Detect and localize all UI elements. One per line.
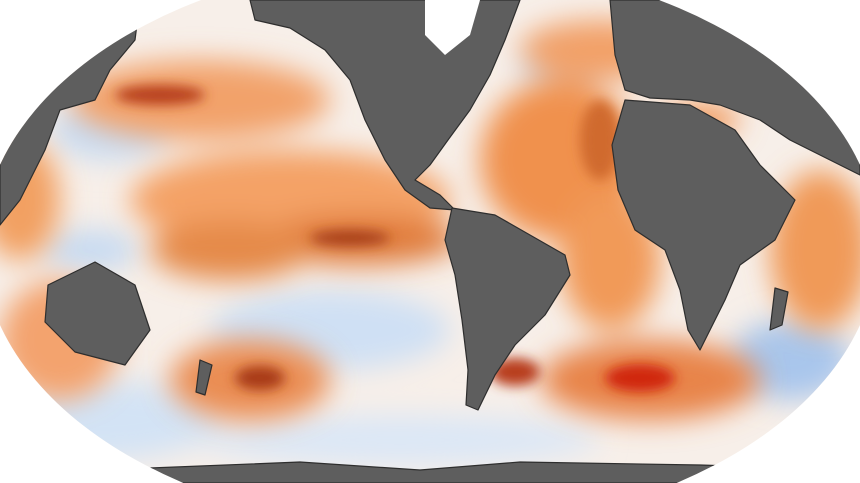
new-zealand — [195, 359, 213, 396]
south-america — [444, 207, 571, 411]
africa — [611, 99, 796, 351]
strong-anomalies — [115, 85, 675, 392]
australia — [44, 261, 151, 366]
antarctica — [129, 461, 860, 483]
madagascar — [769, 287, 789, 331]
greenland — [425, 0, 480, 55]
